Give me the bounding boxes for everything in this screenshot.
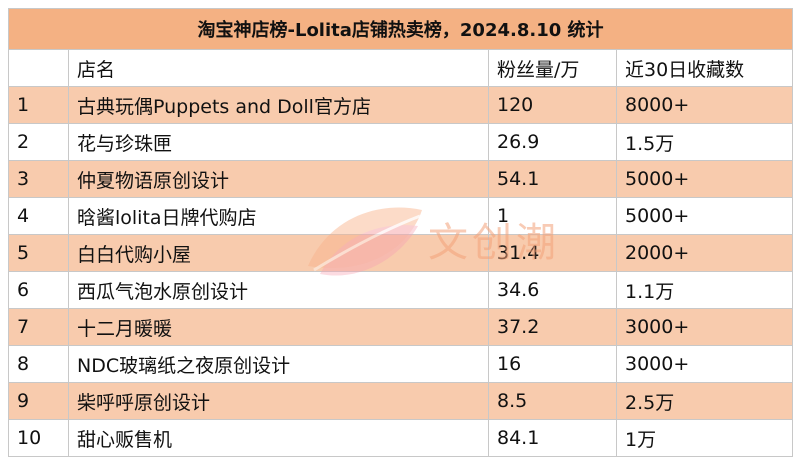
table-row: 6 西瓜气泡水原创设计 34.6 1.1万 (8, 271, 794, 309)
favorites-cell: 2.5万 (615, 382, 794, 420)
table-title: 淘宝神店榜-Lolita店铺热卖榜，2024.8.10 统计 (7, 8, 794, 50)
fans-cell: 8.5 (488, 382, 617, 420)
header-store-name: 店名 (68, 49, 489, 87)
rank-cell: 7 (8, 308, 69, 346)
favorites-cell: 5000+ (615, 160, 794, 198)
store-name-cell: 柴呼呼原创设计 (68, 382, 489, 420)
rank-cell: 3 (8, 160, 69, 198)
header-rank (8, 49, 69, 87)
rank-cell: 1 (8, 86, 69, 124)
title-row: 淘宝神店榜-Lolita店铺热卖榜，2024.8.10 统计 (7, 8, 794, 50)
favorites-cell: 1万 (615, 419, 794, 457)
store-name-cell: 仲夏物语原创设计 (68, 160, 489, 198)
table-row: 10 甜心贩售机 84.1 1万 (8, 419, 794, 457)
fans-cell: 84.1 (488, 419, 617, 457)
table-row: 7 十二月暖暖 37.2 3000+ (8, 308, 794, 346)
ranking-table: 淘宝神店榜-Lolita店铺热卖榜，2024.8.10 统计 店名 粉丝量/万 … (7, 8, 794, 457)
fans-cell: 26.9 (488, 123, 617, 161)
favorites-cell: 1.1万 (615, 271, 794, 309)
favorites-cell: 2000+ (615, 234, 794, 272)
table-row: 3 仲夏物语原创设计 54.1 5000+ (8, 160, 794, 198)
table-row: 1 古典玩偶Puppets and Doll官方店 120 8000+ (8, 86, 794, 124)
store-name-cell: 十二月暖暖 (68, 308, 489, 346)
favorites-cell: 5000+ (615, 197, 794, 235)
fans-cell: 37.2 (488, 308, 617, 346)
rank-cell: 6 (8, 271, 69, 309)
rank-cell: 5 (8, 234, 69, 272)
store-name-cell: 花与珍珠匣 (68, 123, 489, 161)
header-row: 店名 粉丝量/万 近30日收藏数 (8, 49, 794, 87)
table-row: 8 NDC玻璃纸之夜原创设计 16 3000+ (8, 345, 794, 383)
rank-cell: 2 (8, 123, 69, 161)
fans-cell: 54.1 (488, 160, 617, 198)
table-row: 9 柴呼呼原创设计 8.5 2.5万 (8, 382, 794, 420)
favorites-cell: 3000+ (615, 345, 794, 383)
page: 淘宝神店榜-Lolita店铺热卖榜，2024.8.10 统计 店名 粉丝量/万 … (7, 8, 794, 457)
rank-cell: 8 (8, 345, 69, 383)
rank-cell: 10 (8, 419, 69, 457)
favorites-cell: 8000+ (615, 86, 794, 124)
fans-cell: 1 (488, 197, 617, 235)
store-name-cell: 白白代购小屋 (68, 234, 489, 272)
rank-cell: 9 (8, 382, 69, 420)
table-row: 5 白白代购小屋 31.4 2000+ (8, 234, 794, 272)
table-row: 4 晗酱lolita日牌代购店 1 5000+ (8, 197, 794, 235)
table-row: 2 花与珍珠匣 26.9 1.5万 (8, 123, 794, 161)
header-favorites: 近30日收藏数 (615, 49, 794, 87)
store-name-cell: 西瓜气泡水原创设计 (68, 271, 489, 309)
header-fans: 粉丝量/万 (488, 49, 617, 87)
store-name-cell: NDC玻璃纸之夜原创设计 (68, 345, 489, 383)
fans-cell: 120 (488, 86, 617, 124)
fans-cell: 16 (488, 345, 617, 383)
store-name-cell: 晗酱lolita日牌代购店 (68, 197, 489, 235)
store-name-cell: 甜心贩售机 (68, 419, 489, 457)
fans-cell: 31.4 (488, 234, 617, 272)
store-name-cell: 古典玩偶Puppets and Doll官方店 (68, 86, 489, 124)
fans-cell: 34.6 (488, 271, 617, 309)
favorites-cell: 1.5万 (615, 123, 794, 161)
rank-cell: 4 (8, 197, 69, 235)
favorites-cell: 3000+ (615, 308, 794, 346)
